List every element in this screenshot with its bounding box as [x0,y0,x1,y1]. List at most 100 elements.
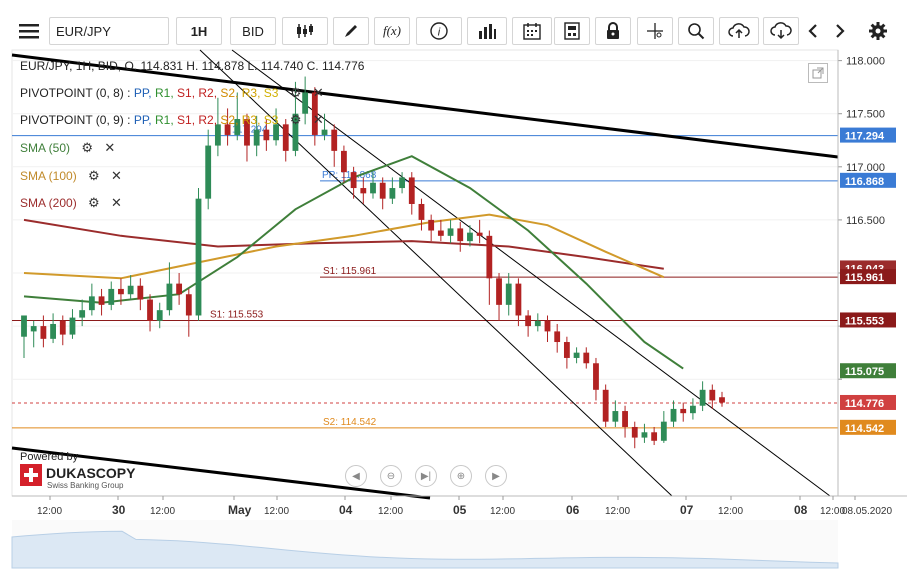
reset-view-icon[interactable]: ▶| [415,465,437,487]
candle [195,188,202,321]
function-icon[interactable]: f(x) [374,17,410,45]
dukascopy-logo: DUKASCOPY Swiss Banking Group [20,464,170,492]
pivot-2-settings-gear-icon[interactable]: ⚙ [289,112,302,127]
menu-icon[interactable] [12,17,46,45]
candle-body [418,203,425,220]
pivot-2-s1: S1, [177,113,196,127]
price-side-selector[interactable]: BID [230,17,276,45]
y-tick-label: 118.000 [846,56,885,68]
chevron-right-icon[interactable] [830,17,850,45]
price-badge-label: 114.542 [845,423,884,435]
candle [360,177,367,204]
candle-body [137,285,144,300]
x-tick-label: 12:00 [37,506,62,517]
x-tick-label: 05 [453,503,467,517]
x-tick-label: 06 [566,503,580,517]
ohlc-legend: EUR/JPY, 1H, BID, O. 114.831 H. 114.878 … [20,59,365,73]
pivot-1-name: PIVOTPOINT (0, 8) [20,86,124,100]
candle [457,222,464,252]
candle-body [127,285,134,295]
download-cloud-icon[interactable] [763,17,799,45]
candle [680,402,687,422]
pivot-2-remove-close-icon[interactable]: ✕ [312,112,324,127]
zoom-in-icon[interactable]: ⊕ [450,465,472,487]
candle-body [331,129,338,151]
draw-pencil-icon[interactable] [333,17,369,45]
scroll-right-icon[interactable]: ▶ [485,465,507,487]
candle [379,177,386,210]
candle-body [593,363,599,390]
zoom-out-icon[interactable]: ⊖ [380,465,402,487]
price-badge-label: 116.043 [845,263,884,275]
candle [612,400,619,427]
pivot-1-r2: R2, [198,86,218,100]
timeframe-label: 1H [190,23,208,39]
candle-body [457,228,464,242]
candle-body [437,230,444,236]
timeframe-selector[interactable]: 1H [176,17,222,45]
sma100-legend: SMA (100) ⚙ ✕ [20,168,122,184]
candle-body [341,150,347,173]
candle [447,219,454,244]
candle [505,273,512,316]
candle [166,262,173,316]
price-badge: 115.961 [840,269,896,285]
candle [156,302,163,329]
sma50-remove-close-icon[interactable]: ✕ [104,140,116,155]
pivot-1-settings-gear-icon[interactable]: ⚙ [289,85,302,100]
sma200-line [23,218,664,270]
sma100-remove-close-icon[interactable]: ✕ [111,168,122,183]
candle [476,219,483,244]
candle-body [534,320,541,327]
pivot-1-remove-close-icon[interactable]: ✕ [312,85,324,100]
symbol-selector[interactable]: EUR/JPY [49,17,169,45]
x-tick-label: 12:00 [490,506,515,517]
candlestick-type-icon[interactable] [282,17,328,45]
overview-area [11,530,839,569]
candle-body [544,320,551,332]
candle-body [282,124,289,151]
calendar-icon[interactable] [512,17,552,45]
y-tick-label: 116.500 [846,215,885,227]
sma200-name: SMA (200) [20,196,77,210]
candle-body [166,283,173,311]
sma100-settings-gear-icon[interactable]: ⚙ [88,168,100,183]
candle [205,129,212,210]
zoom-icon[interactable] [678,17,714,45]
price-badge: 114.542 [840,419,896,435]
scroll-left-icon[interactable]: ◀ [345,465,367,487]
chevron-left-icon[interactable] [803,17,823,45]
candle-body [360,188,367,194]
upload-cloud-icon[interactable] [719,17,759,45]
candle-body [680,408,687,414]
crosshair-icon[interactable] [637,17,673,45]
price-badge-label: 115.075 [845,366,884,378]
pivot-legend-1: PIVOTPOINT (0, 8) : PP, R1, S1, R2, S2, … [20,85,324,101]
sma200-settings-gear-icon[interactable]: ⚙ [88,195,100,210]
candle-body [59,320,66,335]
candle [428,214,435,242]
lock-icon[interactable] [595,17,631,45]
sma50-settings-gear-icon[interactable]: ⚙ [81,140,94,155]
candle-body [525,315,532,327]
y-tick-label: 117.000 [846,162,885,174]
volume-bars-icon[interactable] [467,17,507,45]
chart-toolbar: EUR/JPY 1H BID f(x) i [0,0,907,48]
calculator-icon[interactable] [554,17,590,45]
candle [573,347,580,364]
candle [127,275,134,300]
sma200-remove-close-icon[interactable]: ✕ [111,195,122,210]
x-tick-label: 12:00 [150,506,175,517]
x-tick-label: 08 [794,503,808,517]
expand-chart-icon[interactable] [808,63,828,83]
candle-body [699,389,706,406]
info-icon[interactable]: i [416,17,462,45]
candle [437,219,444,242]
candle [408,172,415,215]
candle [185,288,192,337]
candle [709,384,716,409]
pivot-1-pp: PP, [133,86,152,100]
pivot-1-s2: S2, [220,86,239,100]
gear-icon[interactable] [865,17,891,45]
candle-body [505,283,512,305]
